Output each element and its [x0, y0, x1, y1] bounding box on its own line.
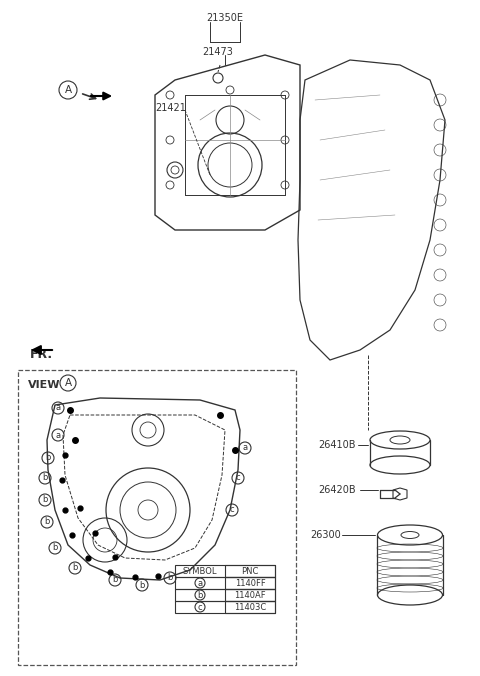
- Bar: [175, 589, 275, 601]
- Text: a: a: [242, 443, 248, 452]
- Text: c: c: [198, 602, 202, 612]
- Text: 26410B: 26410B: [318, 440, 356, 450]
- Bar: [175, 601, 275, 613]
- Text: b: b: [42, 496, 48, 504]
- Text: b: b: [42, 473, 48, 483]
- Bar: [225, 577, 275, 589]
- Text: 21350E: 21350E: [206, 13, 243, 23]
- Text: PNC: PNC: [241, 566, 259, 575]
- Text: b: b: [52, 544, 58, 552]
- Text: b: b: [45, 454, 51, 462]
- Bar: [225, 601, 275, 613]
- Text: a: a: [55, 431, 60, 439]
- Text: A: A: [64, 378, 72, 388]
- Text: b: b: [44, 518, 50, 527]
- Text: b: b: [72, 564, 78, 573]
- Bar: [175, 565, 275, 577]
- Text: 21473: 21473: [203, 47, 233, 57]
- Text: b: b: [168, 573, 173, 583]
- Text: 11403C: 11403C: [234, 602, 266, 612]
- Text: a: a: [55, 404, 60, 412]
- Text: a: a: [197, 579, 203, 587]
- Text: c: c: [230, 506, 234, 514]
- Bar: [225, 565, 275, 577]
- Bar: [175, 577, 275, 589]
- Text: 21421: 21421: [155, 103, 186, 113]
- Text: FR.: FR.: [30, 349, 53, 362]
- Text: 1140AF: 1140AF: [234, 591, 266, 600]
- Bar: [18, 370, 296, 665]
- Text: 1140FF: 1140FF: [235, 579, 265, 587]
- Text: b: b: [139, 581, 144, 589]
- Text: A: A: [64, 85, 72, 95]
- Text: 26420B: 26420B: [318, 485, 356, 495]
- Text: b: b: [112, 575, 118, 585]
- Bar: [225, 589, 275, 601]
- Text: 26300: 26300: [310, 530, 341, 540]
- Text: b: b: [197, 591, 203, 600]
- Text: SYMBOL: SYMBOL: [183, 566, 217, 575]
- Text: VIEW: VIEW: [28, 380, 60, 390]
- Text: c: c: [236, 473, 240, 483]
